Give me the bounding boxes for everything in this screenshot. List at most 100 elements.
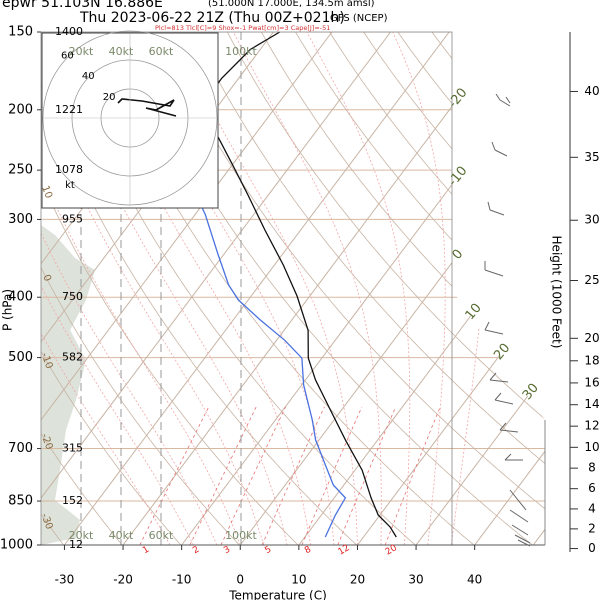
hodograph-ring-label: 40 <box>82 71 95 82</box>
wind-barbs <box>484 93 531 547</box>
mixing-ratio-label: 1 <box>141 545 151 557</box>
indices: Plcl=813 Tlcl[C]=9 Shox=-1 Pwat[cm]=3 Ca… <box>155 24 330 32</box>
dry-adiabat <box>227 32 545 545</box>
y-axis-title: P (hPa) <box>1 289 15 331</box>
mixing-ratio-label: 8 <box>303 545 313 557</box>
y2-tick-label: 0 <box>588 541 596 555</box>
theta-label: 10 <box>39 184 54 200</box>
theta-label: -20 <box>39 432 55 451</box>
isotherm <box>122 32 509 545</box>
station: epwr 51.103N 16.886E <box>2 0 163 11</box>
isotherm <box>181 32 545 545</box>
dry-adiabat <box>295 32 545 545</box>
isotherm <box>415 32 545 545</box>
mixing-ratio-line <box>189 406 257 545</box>
y-tick-label: 400 <box>8 290 33 305</box>
theta-label: -30 <box>39 512 55 531</box>
wind-scale-label: 40kt <box>109 529 134 542</box>
dry-adiabat <box>124 32 533 545</box>
geopotential-label: 1221 <box>55 103 83 116</box>
hodograph-unit: kt <box>65 180 75 191</box>
geopotential-label: 955 <box>62 212 83 225</box>
y-tick-label: 500 <box>8 350 33 365</box>
y2-tick-label: 10 <box>584 440 599 454</box>
dry-adiabat <box>363 32 545 545</box>
x-tick-label: 20 <box>350 573 365 587</box>
mixing-ratio-line <box>301 406 363 545</box>
wind-scale-label: 60kt <box>149 529 174 542</box>
y2-axis-title: Height (1000 Feet) <box>550 236 564 349</box>
y2-tick-label: 40 <box>584 84 599 98</box>
isotherm <box>41 32 333 545</box>
y2-tick-label: 14 <box>584 397 599 411</box>
wind-scale-label: 60kt <box>149 45 174 58</box>
mixing-ratio-line <box>139 406 210 545</box>
wind-scale-label: 40kt <box>109 45 134 58</box>
time: Thu 2023-06-22 21Z (Thu 00Z+021h) <box>79 10 345 26</box>
y2-tick-label: 8 <box>588 461 596 475</box>
model: GFS (NCEP) <box>330 13 388 24</box>
theta-label: -10 <box>39 351 55 370</box>
location: (51.000N 17.000E, 134.5m amsl) <box>208 0 375 9</box>
moist-adiabat <box>123 32 335 545</box>
y2-tick-label: 18 <box>584 353 599 367</box>
geopotential-label: 12 <box>69 538 83 551</box>
y-tick-label: 250 <box>8 163 33 178</box>
moist-adiabat <box>392 32 446 545</box>
y-tick-label: 300 <box>8 212 33 227</box>
x-tick-label: 10 <box>291 573 306 587</box>
dry-adiabat <box>0 32 5 545</box>
wind-scale-label: 100kt <box>225 45 257 58</box>
y2-tick-label: 16 <box>584 375 599 389</box>
moist-adiabat <box>41 32 265 545</box>
x-axis-title: Temperature (C) <box>228 589 327 600</box>
dry-adiabat <box>41 32 123 545</box>
y-tick-label: 700 <box>8 441 33 456</box>
y2-tick-label: 20 <box>584 331 599 345</box>
x-tick-label: 0 <box>236 573 244 587</box>
x-tick-label: -20 <box>113 573 133 587</box>
dry-adiabat <box>90 32 475 545</box>
y2-tick-label: 25 <box>584 273 599 287</box>
wind-scale-label: 100kt <box>225 529 257 542</box>
y2-tick-label: 12 <box>584 419 599 433</box>
isotherm <box>64 32 450 545</box>
dry-adiabat <box>261 32 545 545</box>
geopotential-label: 315 <box>62 442 83 455</box>
isotherm <box>239 32 545 545</box>
y2-tick-label: 4 <box>588 501 596 515</box>
isotherm <box>41 32 391 545</box>
dry-adiabat <box>41 32 299 545</box>
isotherm-label: 20 <box>491 341 513 363</box>
moist-adiabat <box>82 32 311 545</box>
y2-tick-label: 6 <box>588 481 596 495</box>
hodograph-ring-label: 60 <box>61 50 74 61</box>
isotherm <box>474 32 545 545</box>
isotherm-label: -20 <box>445 85 470 111</box>
x-tick-label: 30 <box>408 573 423 587</box>
y2-tick-label: 35 <box>584 150 599 164</box>
y-tick-label: 200 <box>8 102 33 117</box>
dry-adiabat <box>56 32 416 545</box>
isotherm-label: -10 <box>445 164 470 190</box>
wind-scale-label: 20kt <box>69 45 94 58</box>
geopotential-label: 750 <box>62 290 83 303</box>
geopotential-label: 582 <box>62 351 83 364</box>
y-tick-label: 1000 <box>0 538 33 553</box>
mixing-ratio-label: 5 <box>263 545 273 557</box>
moist-adiabat <box>450 32 491 545</box>
dry-adiabat <box>158 32 545 545</box>
moist-adiabat <box>41 32 218 545</box>
hodograph-trace <box>117 98 177 117</box>
hodograph-ring-label: 20 <box>103 92 116 103</box>
moist-adiabat <box>41 32 241 545</box>
mixing-ratio-label: 12 <box>337 543 352 557</box>
moist-adiabat <box>48 32 288 545</box>
x-tick-label: -10 <box>172 573 192 587</box>
moist-adiabat <box>233 32 382 545</box>
y2-tick-label: 2 <box>588 521 596 535</box>
x-tick-label: -30 <box>55 573 75 587</box>
dry-adiabat <box>41 32 182 545</box>
x-tick-label: 40 <box>467 573 482 587</box>
